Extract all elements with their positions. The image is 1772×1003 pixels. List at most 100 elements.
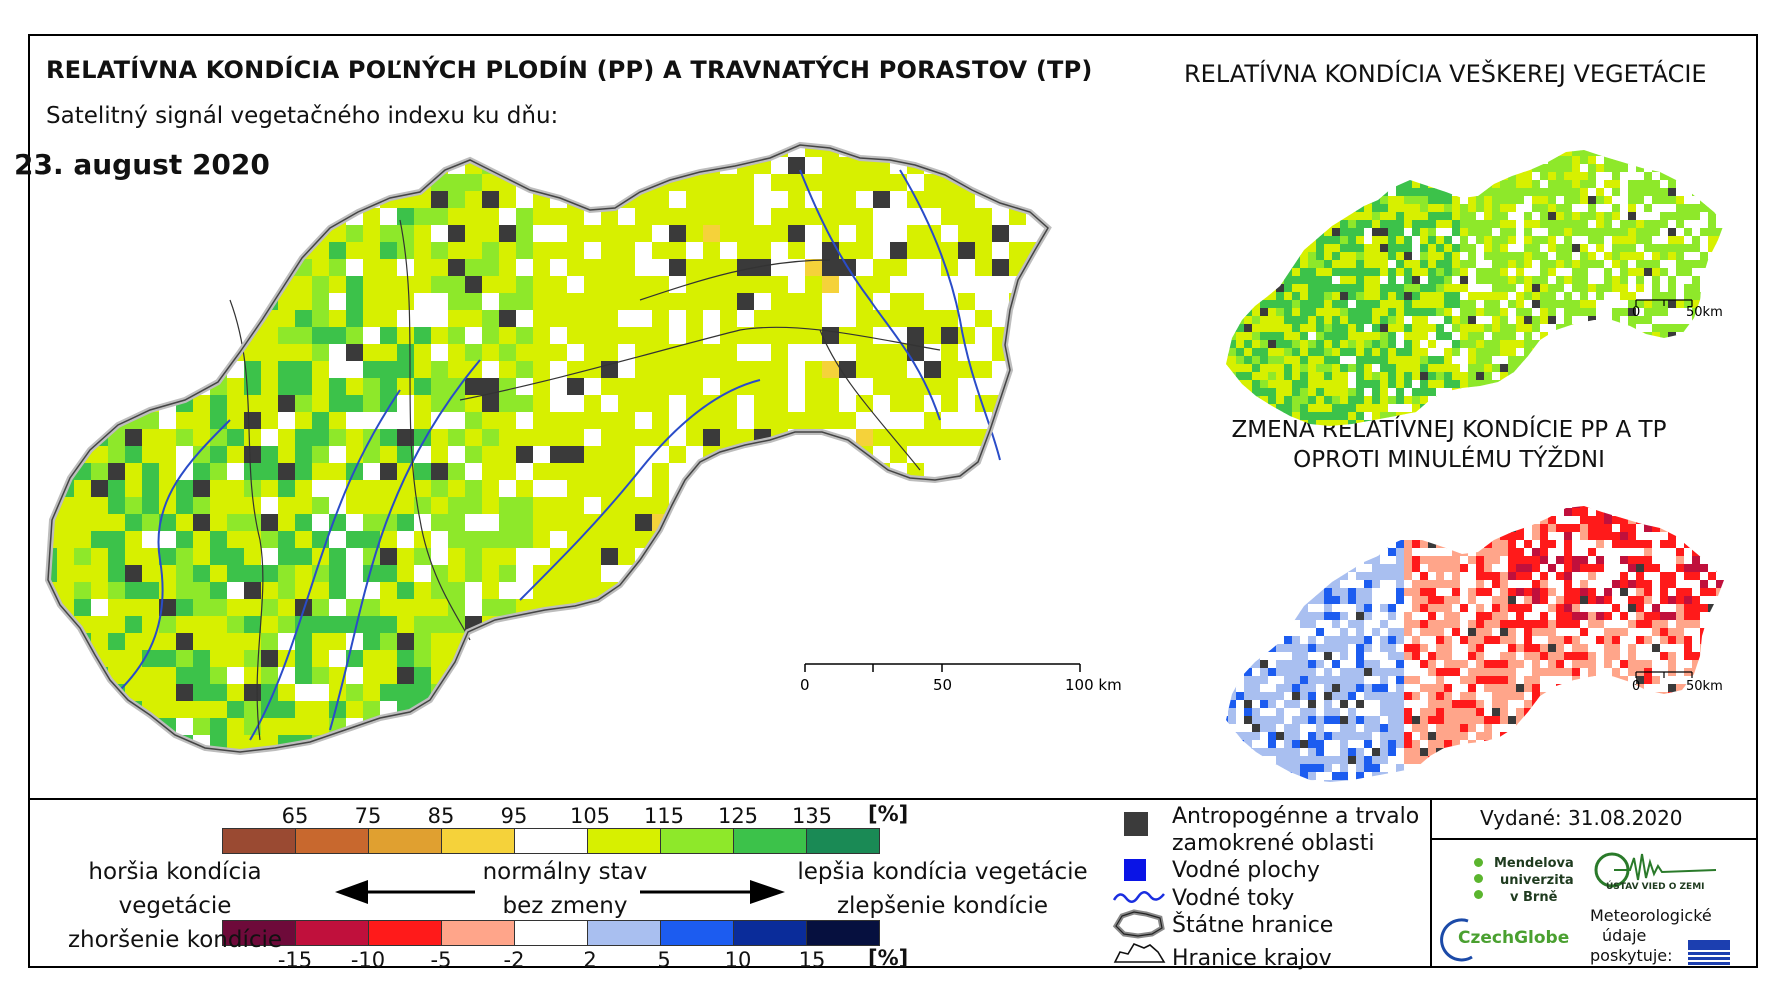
map-cell [1452,260,1461,269]
map-cell [1396,212,1405,221]
map-cell [873,327,891,345]
map-cell [1276,300,1285,309]
map-cell [1428,332,1437,341]
map-cell [380,633,398,651]
map-cell [1548,150,1557,157]
map-cell [1556,180,1565,189]
map-cell [533,701,551,719]
map-cell [788,718,806,736]
map-cell [1300,150,1309,157]
map-cell [992,259,1010,277]
map-cell [1428,380,1437,389]
map-cell [567,208,585,226]
map-cell [380,497,398,515]
map-cell [584,145,602,158]
map-cell [1260,268,1269,277]
map-cell [1532,220,1541,229]
map-cell [125,378,143,396]
map-cell [652,548,670,566]
map-cell [448,310,466,328]
map-cell [1676,380,1685,389]
map-cell [159,667,177,685]
map-cell [1700,156,1709,165]
map-cell [1556,308,1565,317]
map-cell [1708,260,1717,269]
map-cell [1684,388,1693,397]
map-cell [499,259,517,277]
map-cell [261,531,279,549]
map-cell [1724,236,1733,245]
map-cell [1226,204,1229,213]
map-cell [890,633,908,651]
map-cell [1308,540,1317,549]
map-cell [890,208,908,226]
map-cell [669,225,687,243]
map-cell [210,667,228,685]
map-cell [1548,260,1557,269]
map-cell [1452,164,1461,173]
map-cell [1268,340,1277,349]
map-cell [601,718,619,736]
map-cell [1252,428,1261,437]
map-cell [1372,156,1381,165]
map-cell [74,684,92,702]
map-cell [1372,332,1381,341]
map-cell [142,145,160,158]
map-cell [805,718,823,736]
map-cell [414,429,432,447]
map-cell [1532,140,1541,149]
map-cell [397,667,415,685]
map-cell [465,735,483,752]
map-cell [1412,316,1421,325]
map-cell [856,242,874,260]
map-cell [550,565,568,583]
map-cell [1260,316,1269,325]
map-cell [1348,340,1357,349]
map-cell [839,412,857,430]
map-cell [227,497,245,515]
map-cell [1332,252,1341,261]
map-cell [1460,388,1469,397]
map-cell [737,174,755,192]
map-cell [1580,506,1589,509]
map-cell [584,480,602,498]
map-cell [1292,324,1301,333]
map-cell [669,667,687,685]
map-cell [1404,524,1413,533]
map-cell [397,684,415,702]
map-cell [1404,300,1413,309]
map-cell [1252,284,1261,293]
map-cell [363,463,381,481]
map-cell [1476,220,1485,229]
map-cell [312,191,330,209]
map-cell [142,412,160,430]
map-cell [1644,356,1653,365]
map-cell [652,650,670,668]
map-cell [1404,156,1413,165]
map-cell [193,327,211,345]
map-cell [1532,420,1541,426]
map-cell [1364,388,1373,397]
map-cell [91,616,109,634]
map-cell [1508,156,1517,165]
map-cell [1532,156,1541,165]
map-cell [1476,150,1485,157]
map-cell [567,667,585,685]
map-cell [1348,236,1357,245]
map-cell [1300,324,1309,333]
map-cell [1436,236,1445,245]
map-cell [1572,244,1581,253]
map-cell [1300,228,1309,237]
map-cell [244,191,262,209]
map-cell [465,480,483,498]
map-cell [652,667,670,685]
map-cell [1428,532,1437,541]
map-cell [1420,388,1429,397]
map-cell [601,735,619,752]
map-cell [1300,164,1309,173]
map-cell [669,327,687,345]
map-cell [1636,228,1645,237]
map-cell [1652,540,1661,549]
map-cell [737,514,755,532]
map-cell [1668,380,1677,389]
